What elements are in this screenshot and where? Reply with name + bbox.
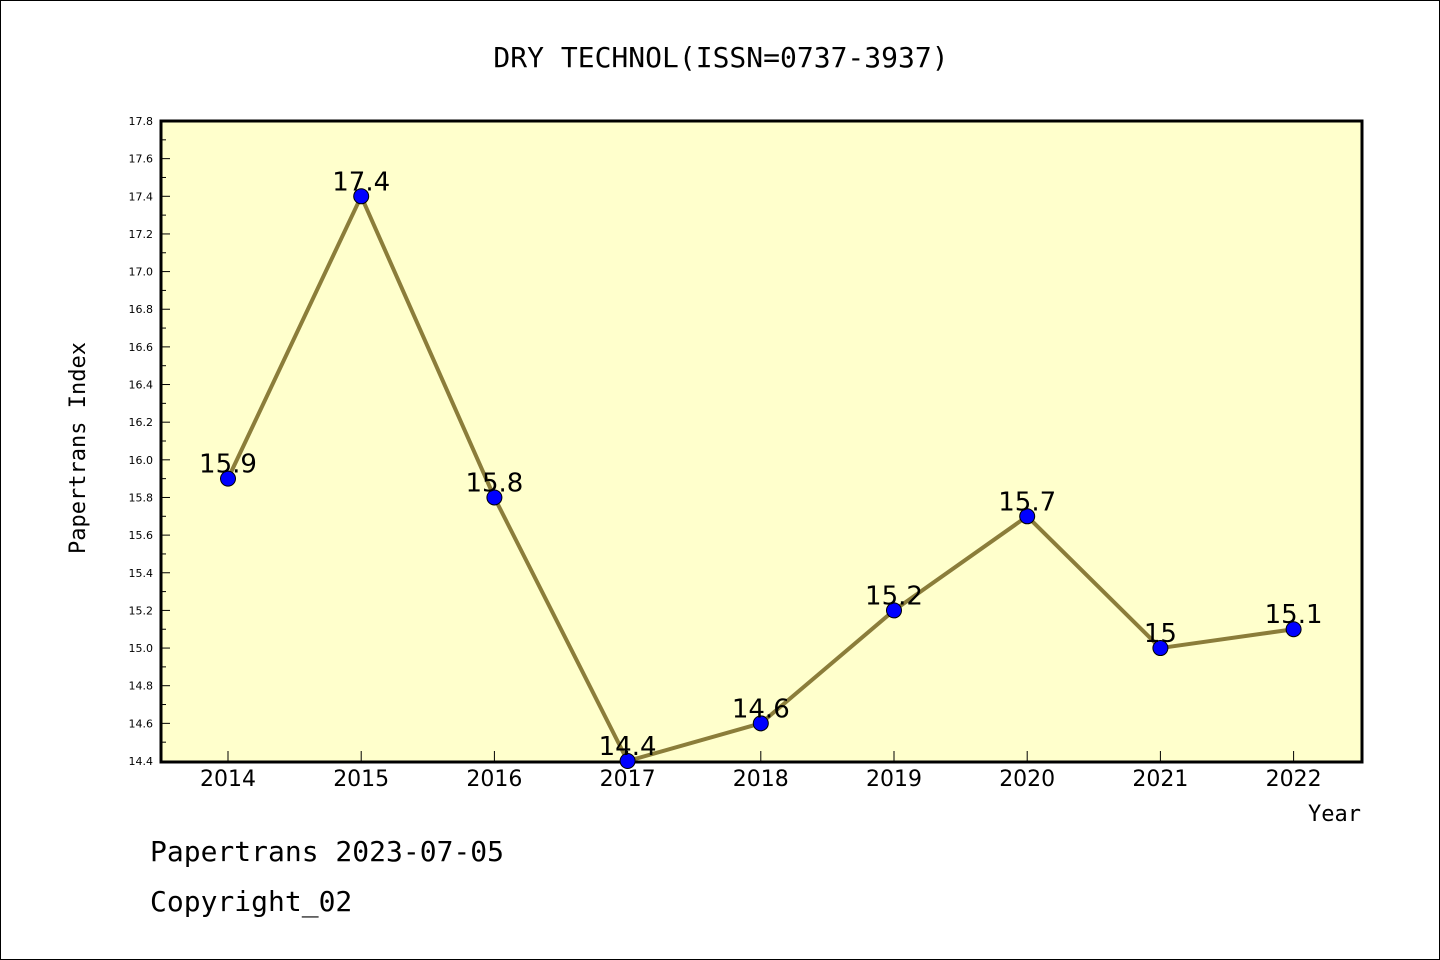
footer-date-line: Papertrans 2023-07-05: [150, 835, 505, 868]
y-tick-label: 17.6: [129, 153, 154, 166]
data-point-2022: [1285, 621, 1302, 638]
y-tick-label: 17.4: [129, 190, 154, 203]
y-tick-label: 17.2: [129, 228, 154, 241]
x-tick-label: 2018: [733, 767, 789, 792]
y-axis-label: Papertrans Index: [66, 342, 91, 554]
x-tick-label: 2021: [1132, 767, 1188, 792]
data-label-2022: 15.1: [1265, 600, 1323, 630]
data-label-2020: 15.7: [998, 487, 1056, 517]
data-point-2016: [486, 489, 503, 506]
data-point-2020: [1019, 508, 1036, 525]
y-tick-label: 15.8: [129, 491, 154, 504]
chart-title: DRY TECHNOL(ISSN=0737-3937): [493, 41, 948, 74]
x-tick-label: 2014: [200, 767, 256, 792]
data-point-2017: [619, 753, 636, 769]
y-tick-label: 15.6: [129, 529, 154, 542]
y-tick-label: 16.4: [129, 379, 154, 392]
y-tick-label: 16.8: [129, 303, 154, 316]
y-axis: 14.4 14.6 14.8 15.0 15.2 15.4 15.6 15.8 16.0 16.2…: [129, 115, 170, 768]
data-label-2015: 17.4: [332, 167, 390, 197]
x-axis-label: Year: [1308, 802, 1361, 827]
y-tick-label: 16.2: [129, 416, 154, 429]
data-label-2017: 14.4: [599, 732, 657, 762]
x-tick-label: 2017: [600, 767, 656, 792]
series-markers: [220, 188, 1302, 769]
footer-copyright: Copyright_02: [150, 885, 353, 918]
y-tick-label: 15.4: [129, 567, 154, 580]
data-point-2019: [886, 602, 902, 619]
data-label-2014: 15.9: [199, 450, 257, 480]
y-tick-label: 17.0: [129, 266, 154, 279]
plot-area: [159, 119, 1364, 764]
y-tick-label: 17.8: [129, 115, 154, 128]
y-tick-label: 14.4: [129, 755, 154, 768]
data-point-2018: [752, 715, 769, 732]
x-tick-label: 2020: [999, 767, 1055, 792]
data-label-2019: 15.2: [865, 581, 923, 611]
y-tick-label: 14.6: [129, 717, 154, 730]
y-tick-label: 16.6: [129, 341, 154, 354]
data-label-2021: 15: [1144, 619, 1177, 649]
data-point-2014: [220, 470, 236, 487]
data-label-2016: 15.8: [465, 468, 523, 498]
data-point-2015: [353, 188, 370, 205]
y-tick-label: 14.8: [129, 680, 154, 693]
data-labels: 15.9 17.4 15.8 14.4 14.6 15.2 15.7 15 15.1: [199, 167, 1322, 762]
x-tick-label: 2015: [333, 767, 389, 792]
y-tick-label: 15.0: [129, 642, 154, 655]
data-point-2021: [1152, 640, 1169, 657]
y-tick-label: 15.2: [129, 604, 154, 617]
x-tick-label: 2022: [1266, 767, 1322, 792]
x-axis: 2014 2015 2016 2017 2018 2019 2020 2021 2022: [200, 751, 1322, 792]
x-tick-label: 2019: [866, 767, 922, 792]
x-tick-label: 2016: [466, 767, 522, 792]
y-tick-label: 16.0: [129, 454, 154, 467]
data-label-2018: 14.6: [732, 694, 790, 724]
